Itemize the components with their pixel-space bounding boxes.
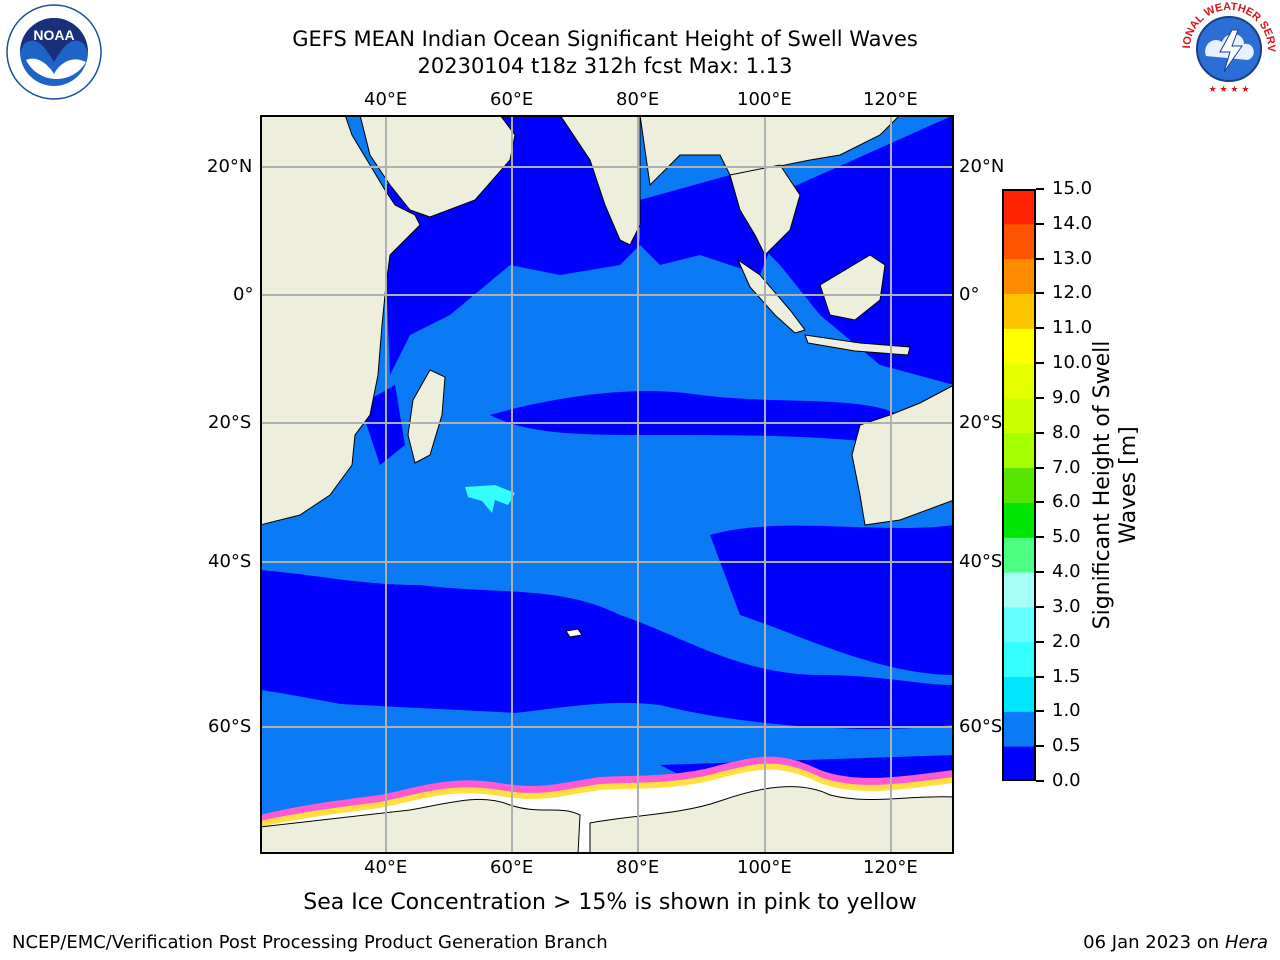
colorbar-segment [1002,746,1036,781]
lon-label-bottom: 100°E [737,857,792,878]
colorbar-tick-label: 1.5 [1052,665,1081,687]
lat-label-left: 20°S [208,412,252,433]
colorbar-tick [1036,605,1044,608]
lon-label-top: 80°E [616,89,660,110]
colorbar-tick [1036,396,1044,399]
lat-label-left: 60°S [208,716,252,737]
colorbar-segment [1002,328,1036,364]
colorbar-tick-label: 1.0 [1052,700,1081,722]
graticule [260,115,954,854]
swell-low-southern [260,570,954,729]
svg-text:★ ★ ★ ★: ★ ★ ★ ★ [1209,85,1250,95]
colorbar-segment [1002,293,1036,329]
colorbar-tick-label: 10.0 [1052,352,1093,374]
lon-label-bottom: 60°E [490,857,534,878]
map-title: GEFS MEAN Indian Ocean Significant Heigh… [292,27,918,51]
lat-label-left: 20°N [207,156,253,177]
colorbar-segment [1002,502,1036,538]
nws-logo: NATIONAL WEATHER SERVICE ★ ★ ★ ★ [1180,0,1277,96]
colorbar-tick-label: 12.0 [1052,282,1093,304]
colorbar-tick [1036,431,1044,434]
lat-label-left: 40°S [208,551,252,572]
colorbar-tick-label: 14.0 [1052,212,1093,234]
colorbar-tick-label: 9.0 [1052,386,1081,408]
lat-label-right: 20°N [959,156,1005,177]
lat-label-left: 0° [233,284,254,305]
colorbar-tick-label: 2.0 [1052,630,1081,652]
colorbar-tick-label: 15.0 [1052,178,1093,199]
colorbar [1002,189,1036,781]
colorbar-tick-label: 3.0 [1052,595,1081,617]
colorbar-tick-label: 13.0 [1052,247,1093,269]
land-java [804,334,911,356]
colorbar-tick [1036,257,1044,260]
colorbar-segment [1002,676,1036,712]
land-madagascar [407,369,446,464]
colorbar-tick [1036,327,1044,330]
land-antarctica [260,786,954,854]
colorbar-segment [1002,189,1036,225]
noaa-logo: NOAA [6,4,102,100]
colorbar-tick [1036,362,1044,365]
colorbar-segment [1002,467,1036,503]
colorbar-tick [1036,745,1044,748]
colorbar-tick [1036,466,1044,469]
colorbar-tick [1036,710,1044,713]
colorbar-tick-label: 8.0 [1052,421,1081,443]
land-borneo [819,254,886,321]
lat-label-right: 60°S [959,716,1003,737]
colorbar-tick [1036,536,1044,539]
colorbar-tick [1036,222,1044,225]
colorbar-segment [1002,397,1036,434]
colorbar-tick [1036,292,1044,295]
lat-label-right: 0° [959,284,980,305]
colorbar-tick [1036,188,1044,190]
land-kerguelen [565,628,583,638]
colorbar-tick [1036,501,1044,504]
swell-high-patch [465,485,515,513]
swell-low-indonesia [730,115,954,385]
colorbar-tick [1036,675,1044,678]
colorbar-tick [1036,640,1044,643]
colorbar-tick-label: 5.0 [1052,526,1081,548]
lon-label-top: 100°E [737,89,792,110]
noaa-logo-text: NOAA [33,27,74,43]
lon-label-top: 40°E [364,89,408,110]
colorbar-tick-label: 4.0 [1052,561,1081,583]
footer-machine: Hera [1224,932,1268,953]
colorbar-tick-label: 11.0 [1052,317,1093,339]
lat-label-right: 40°S [959,551,1003,572]
colorbar-segment [1002,641,1036,678]
sea-ice-note: Sea Ice Concentration > 15% is shown in … [303,890,917,915]
footer-date: 06 Jan 2023 on Hera [1083,932,1268,953]
colorbar-segment [1002,572,1036,608]
lon-label-bottom: 120°E [863,857,918,878]
colorbar-segment [1002,711,1036,747]
colorbar-segment [1002,606,1036,643]
swell-low-mid-band [490,391,900,445]
lon-label-top: 120°E [863,89,918,110]
land-india [559,115,641,246]
lon-label-top: 60°E [490,89,534,110]
colorbar-segment [1002,537,1036,573]
colorbar-title: Significant Height of Swell Waves [m] [1090,340,1141,630]
colorbar-tick [1036,571,1044,574]
map-frame [260,115,954,854]
lon-label-bottom: 80°E [616,857,660,878]
lon-label-bottom: 40°E [364,857,408,878]
land-australia [851,384,954,526]
swell-low-far-south [260,700,954,775]
colorbar-tick-label: 0.5 [1052,735,1081,757]
colorbar-segment [1002,363,1036,399]
colorbar-tick [1036,780,1044,782]
footer-credit: NCEP/EMC/Verification Post Processing Pr… [12,932,608,953]
colorbar-tick-label: 7.0 [1052,456,1081,478]
lat-label-right: 20°S [959,412,1003,433]
colorbar-tick-label: 0.0 [1052,770,1081,791]
colorbar-segment [1002,258,1036,294]
colorbar-tick-label: 6.0 [1052,491,1081,513]
colorbar-segment [1002,223,1036,260]
map-subtitle: 20230104 t18z 312h fcst Max: 1.13 [417,54,793,78]
colorbar-segment [1002,432,1036,469]
